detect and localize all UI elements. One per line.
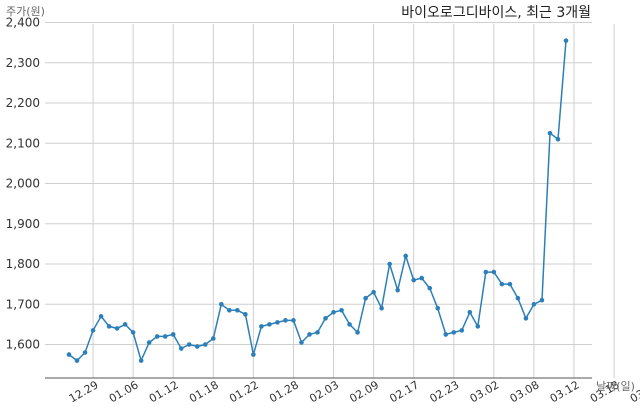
- x-tick-label: 01.06: [107, 378, 141, 405]
- x-tick-labels: 12.29 01.06 01.12 01.18 01.22 01.28 02.03 02.09…: [67, 378, 640, 405]
- data-point: [323, 316, 328, 321]
- x-tick-label: 01.22: [227, 378, 261, 405]
- y-axis-label: 주가(원): [6, 5, 45, 18]
- grid-lines: [45, 22, 615, 378]
- data-point: [483, 269, 489, 275]
- data-point: [507, 281, 513, 287]
- data-point: [275, 320, 280, 325]
- data-point: [403, 253, 408, 259]
- data-point: [106, 324, 112, 329]
- y-tick-label: 2,200: [6, 96, 40, 110]
- data-point: [66, 352, 72, 357]
- y-tick-label: 1,700: [6, 297, 40, 311]
- chart-title: 바이오로그디바이스, 최근 3개월: [401, 5, 591, 21]
- data-point: [154, 334, 160, 339]
- data-point: [435, 305, 441, 311]
- data-point: [235, 307, 240, 313]
- data-point: [259, 324, 264, 329]
- y-tick-label: 2,100: [6, 136, 40, 150]
- data-point: [363, 295, 368, 301]
- data-point: [515, 295, 521, 301]
- data-point: [267, 322, 272, 327]
- x-tick-label: 02.09: [347, 378, 381, 405]
- x-tick-label: 02.17: [387, 378, 421, 405]
- data-point: [299, 340, 304, 345]
- data-point: [162, 334, 168, 339]
- data-point: [379, 305, 384, 311]
- data-point: [371, 289, 376, 295]
- data-point: [411, 277, 416, 283]
- data-point: [523, 316, 529, 321]
- data-point: [395, 287, 400, 293]
- data-point: [90, 328, 96, 333]
- data-point: [219, 301, 224, 307]
- data-points: [66, 38, 569, 363]
- data-point: [419, 275, 425, 281]
- x-tick-label: 03.12: [548, 378, 582, 405]
- data-point: [427, 285, 433, 291]
- data-point: [491, 269, 497, 275]
- x-tick-label: 01.28: [267, 378, 301, 405]
- data-point: [114, 326, 120, 331]
- data-point: [283, 318, 288, 323]
- data-point: [178, 346, 184, 351]
- data-point: [227, 307, 232, 313]
- y-tick-label: 1,900: [6, 217, 40, 231]
- data-point: [475, 324, 481, 329]
- data-point: [186, 342, 192, 347]
- y-tick-labels: 1,600 1,700 1,800 1,900 2,000 2,100 2,200 2,300…: [6, 16, 40, 352]
- data-point: [251, 352, 256, 357]
- x-tick-label: 03.08: [508, 378, 542, 405]
- data-point: [387, 261, 392, 267]
- data-point: [210, 336, 216, 341]
- data-point: [82, 350, 88, 355]
- data-point: [146, 340, 152, 345]
- data-point: [315, 330, 320, 335]
- data-point: [170, 332, 176, 337]
- data-point: [130, 330, 136, 335]
- data-point: [499, 281, 505, 287]
- data-point: [74, 358, 80, 363]
- data-point: [531, 301, 537, 307]
- y-tick-label: 1,600: [6, 338, 40, 352]
- x-tick-label: 01.18: [187, 378, 221, 405]
- y-tick-label: 1,800: [6, 257, 40, 271]
- data-point: [355, 330, 360, 335]
- y-tick-label: 2,000: [6, 177, 40, 191]
- data-point: [291, 318, 296, 323]
- data-point: [443, 332, 449, 337]
- data-point: [202, 342, 208, 347]
- data-point: [122, 322, 128, 327]
- data-point: [459, 328, 465, 333]
- data-point: [243, 312, 248, 317]
- data-point: [467, 310, 473, 315]
- data-point: [307, 332, 312, 337]
- data-point: [347, 322, 352, 327]
- data-point: [138, 358, 144, 363]
- x-tick-label: 02.23: [427, 378, 461, 405]
- data-point: [547, 130, 553, 136]
- series-line: [68, 40, 567, 363]
- data-point: [563, 38, 569, 43]
- x-tick-label: 02.03: [307, 378, 341, 405]
- data-point: [339, 307, 344, 313]
- x-tick-label: 01.12: [147, 378, 181, 405]
- x-axis-label: 날짜(일): [596, 379, 635, 393]
- y-tick-label: 2,300: [6, 56, 40, 70]
- y-tick-label: 2,400: [6, 16, 40, 30]
- data-point: [194, 344, 200, 349]
- data-point: [539, 297, 545, 303]
- data-point: [331, 310, 336, 315]
- data-point: [451, 330, 457, 335]
- data-point: [555, 136, 561, 142]
- data-point: [98, 314, 104, 319]
- x-tick-label: 03.02: [468, 378, 502, 405]
- x-tick-label: 12.29: [67, 378, 101, 405]
